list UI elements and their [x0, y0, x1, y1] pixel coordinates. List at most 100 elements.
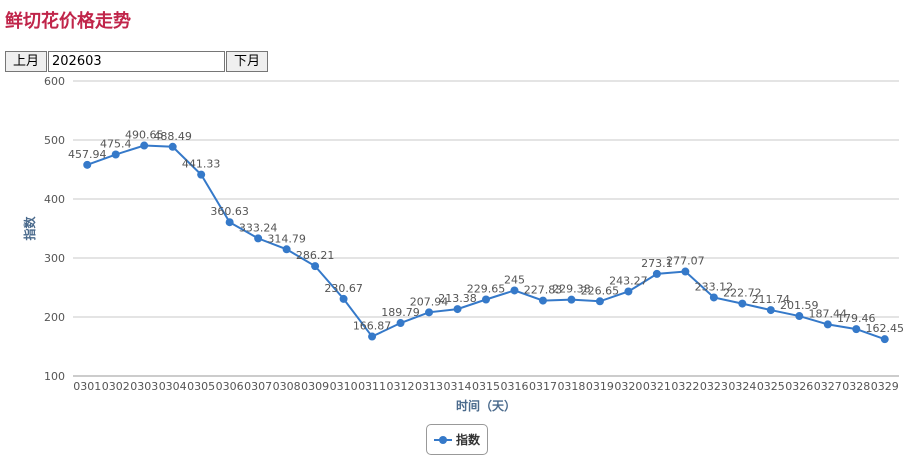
- data-label: 201.59: [780, 299, 819, 312]
- data-label: 213.38: [438, 292, 477, 305]
- data-label: 207.94: [410, 295, 449, 308]
- data-point: [282, 245, 291, 254]
- data-label: 457.94: [68, 148, 107, 161]
- x-tick-label: 0318: [557, 380, 585, 393]
- data-label: 162.45: [866, 322, 905, 335]
- x-tick-label: 0317: [529, 380, 557, 393]
- legend[interactable]: 指数: [426, 424, 488, 455]
- prev-month-button[interactable]: 上月: [5, 51, 48, 72]
- x-tick-label: 0322: [671, 380, 699, 393]
- data-label: 226.65: [581, 284, 620, 297]
- data-label: 475.4: [100, 138, 132, 151]
- data-label: 230.67: [324, 282, 363, 295]
- data-point: [168, 142, 177, 151]
- month-input[interactable]: [48, 51, 226, 72]
- x-tick-label: 0326: [785, 380, 813, 393]
- data-point: [823, 320, 832, 329]
- data-point: [197, 170, 206, 179]
- data-label: 333.24: [239, 221, 278, 234]
- legend-label: 指数: [455, 433, 480, 447]
- x-tick-label: 0320: [614, 380, 642, 393]
- data-point: [538, 296, 547, 305]
- data-label: 360.63: [210, 205, 249, 218]
- data-point: [254, 234, 263, 243]
- y-tick-label: 200: [44, 311, 65, 324]
- data-point: [766, 306, 775, 315]
- x-tick-label: 0327: [814, 380, 842, 393]
- x-tick-label: 0301: [73, 380, 101, 393]
- legend-swatch-icon: [433, 435, 452, 445]
- data-label: 211.74: [752, 293, 791, 306]
- data-point: [83, 160, 92, 169]
- data-label: 273.1: [641, 257, 673, 270]
- data-point: [140, 141, 149, 150]
- data-point: [396, 319, 405, 328]
- data-point: [368, 332, 377, 341]
- x-tick-label: 0306: [216, 380, 244, 393]
- data-point: [225, 218, 234, 227]
- data-label: 441.33: [182, 158, 221, 171]
- data-label: 229.38: [552, 283, 591, 296]
- x-tick-label: 0325: [757, 380, 785, 393]
- x-tick-label: 0315: [472, 380, 500, 393]
- next-month-button[interactable]: 下月: [226, 51, 269, 72]
- data-point: [510, 286, 519, 295]
- x-tick-label: 0308: [273, 380, 301, 393]
- data-point: [709, 293, 718, 302]
- data-point: [339, 294, 348, 303]
- data-label: 243.27: [609, 274, 648, 287]
- data-label: 187.44: [809, 307, 848, 320]
- data-point: [482, 295, 490, 304]
- data-label: 488.49: [153, 130, 192, 143]
- x-tick-label: 0307: [244, 380, 272, 393]
- x-tick-label: 0314: [444, 380, 472, 393]
- data-point: [795, 312, 804, 321]
- data-point: [567, 295, 576, 304]
- y-tick-label: 400: [44, 193, 65, 206]
- data-label: 166.87: [353, 320, 392, 333]
- data-point: [453, 305, 462, 314]
- x-tick-label: 0303: [130, 380, 158, 393]
- data-label: 314.79: [267, 232, 306, 245]
- data-point: [681, 267, 690, 276]
- data-label: 233.12: [695, 280, 734, 293]
- data-point: [595, 297, 604, 306]
- series-line: [86, 144, 886, 341]
- x-tick-label: 0304: [159, 380, 187, 393]
- x-tick-label: 0324: [728, 380, 756, 393]
- data-label: 227.83: [524, 284, 563, 297]
- x-tick-label: 0302: [102, 380, 130, 393]
- y-axis-title: 指数: [22, 216, 37, 241]
- x-tick-label: 0323: [700, 380, 728, 393]
- data-point: [111, 150, 120, 159]
- x-tick-label: 0313: [415, 380, 443, 393]
- x-tick-label: 0321: [643, 380, 671, 393]
- data-point: [852, 325, 861, 334]
- data-point: [624, 287, 633, 296]
- data-point: [425, 308, 434, 317]
- x-tick-label: 0305: [187, 380, 215, 393]
- legend-dot-icon: [438, 435, 447, 444]
- x-axis-title: 时间（天）: [456, 398, 516, 413]
- y-tick-label: 100: [44, 370, 65, 383]
- x-tick-label: 0311: [358, 380, 386, 393]
- data-label: 222.72: [723, 287, 762, 300]
- data-label: 229.65: [467, 283, 506, 296]
- y-tick-label: 300: [44, 252, 65, 265]
- data-label: 277.07: [666, 255, 705, 268]
- y-tick-label: 500: [44, 134, 65, 147]
- x-tick-label: 0309: [301, 380, 329, 393]
- data-label: 286.21: [296, 249, 335, 262]
- y-tick-label: 600: [44, 75, 65, 88]
- x-tick-label: 0310: [330, 380, 358, 393]
- data-point: [880, 335, 889, 344]
- data-point: [652, 269, 661, 278]
- page-title: 鲜切花价格走势: [5, 11, 131, 32]
- data-label: 189.79: [381, 306, 420, 319]
- x-tick-label: 0329: [871, 380, 899, 393]
- x-tick-label: 0319: [586, 380, 614, 393]
- data-label: 490.65: [125, 129, 164, 142]
- month-controls: 上月 下月: [5, 51, 269, 72]
- data-point: [738, 299, 747, 308]
